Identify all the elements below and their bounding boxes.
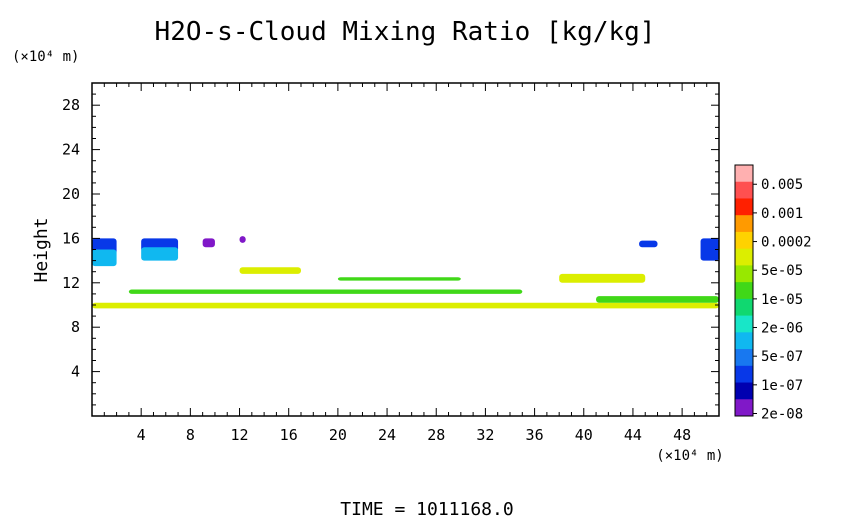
y-tick-label: 4	[71, 363, 80, 381]
colorbar-swatch	[735, 315, 753, 333]
y-tick-label: 24	[62, 141, 80, 159]
x-tick-label: 28	[427, 426, 445, 444]
x-tick-label: 32	[476, 426, 494, 444]
cloud-patch-2e-08	[202, 238, 215, 248]
colorbar-swatch	[735, 231, 753, 250]
cloud-patch-2e-08	[239, 236, 246, 243]
y-unit-label: (×10⁴ m)	[12, 49, 79, 65]
x-unit-label: (×10⁴ m)	[656, 448, 723, 464]
colorbar-swatch	[735, 165, 753, 183]
colorbar-swatch	[735, 349, 753, 367]
y-axis: 4 8 12 16 20 24 28	[62, 93, 719, 406]
colorbar-label: 5e-05	[761, 263, 803, 279]
cloud-patch-1e-05	[128, 289, 523, 294]
cloud-patch-5e-05	[559, 273, 646, 283]
colorbar-label: 0.001	[761, 206, 803, 222]
cloud-patch-1e-05	[596, 296, 719, 303]
colorbar-swatch	[735, 399, 753, 417]
colorbar-swatch	[735, 265, 753, 283]
x-tick-label: 20	[329, 426, 347, 444]
colorbar-swatch	[735, 382, 753, 400]
colorbar-swatch	[735, 248, 753, 266]
x-tick-label: 40	[575, 426, 593, 444]
chart-title: H2O-s-Cloud Mixing Ratio [kg/kg]	[155, 17, 656, 47]
y-tick-label: 28	[62, 96, 80, 114]
colorbar-frame	[734, 164, 754, 417]
data-patches	[92, 236, 719, 309]
cloud-patch-5e-05	[239, 267, 301, 274]
y-axis-label: Height	[31, 217, 52, 282]
colorbar-label: 1e-05	[761, 292, 803, 308]
colorbar-swatch	[735, 365, 753, 384]
colorbar-swatch	[735, 332, 753, 350]
colorbar-label: 0.0002	[761, 235, 812, 251]
x-axis: 4 8 12 16 20 24 28 32 36 40 44 48	[103, 83, 708, 444]
x-tick-label: 16	[280, 426, 298, 444]
cloud-patch-5e-05	[92, 302, 719, 309]
x-tick-label: 4	[137, 426, 146, 444]
colorbar: 0.005 0.001 0.0002 5e-05 1e-05 2e-06 5e-07 1e-0…	[734, 164, 812, 422]
cloud-patch-1e-07	[639, 240, 658, 248]
cloud-patch-5e-07	[141, 247, 179, 261]
colorbar-swatch	[735, 215, 753, 233]
x-tick-label: 44	[624, 426, 642, 444]
colorbar-label: 2e-08	[761, 406, 803, 422]
y-tick-label: 12	[62, 274, 80, 292]
cloud-patch-1e-07	[700, 238, 719, 261]
x-tick-label: 8	[186, 426, 195, 444]
x-tick-label: 48	[673, 426, 691, 444]
cloud-patch-1e-05	[337, 277, 461, 281]
y-tick-label: 8	[71, 318, 80, 336]
plot-frame	[91, 82, 720, 417]
y-tick-label: 20	[62, 185, 80, 203]
colorbar-label: 0.005	[761, 177, 803, 193]
colorbar-swatch	[735, 198, 753, 216]
colorbar-swatch	[735, 282, 753, 300]
time-label: TIME = 1011168.0	[340, 499, 513, 519]
cloud-patch-5e-07	[92, 249, 117, 267]
x-tick-label: 36	[526, 426, 544, 444]
x-tick-label: 12	[230, 426, 248, 444]
colorbar-swatch	[735, 298, 753, 317]
colorbar-swatch	[735, 181, 753, 199]
colorbar-label: 1e-07	[761, 378, 803, 394]
colorbar-label: 5e-07	[761, 349, 803, 365]
y-tick-label: 16	[62, 229, 80, 247]
colorbar-label: 2e-06	[761, 321, 803, 337]
x-tick-label: 24	[378, 426, 396, 444]
